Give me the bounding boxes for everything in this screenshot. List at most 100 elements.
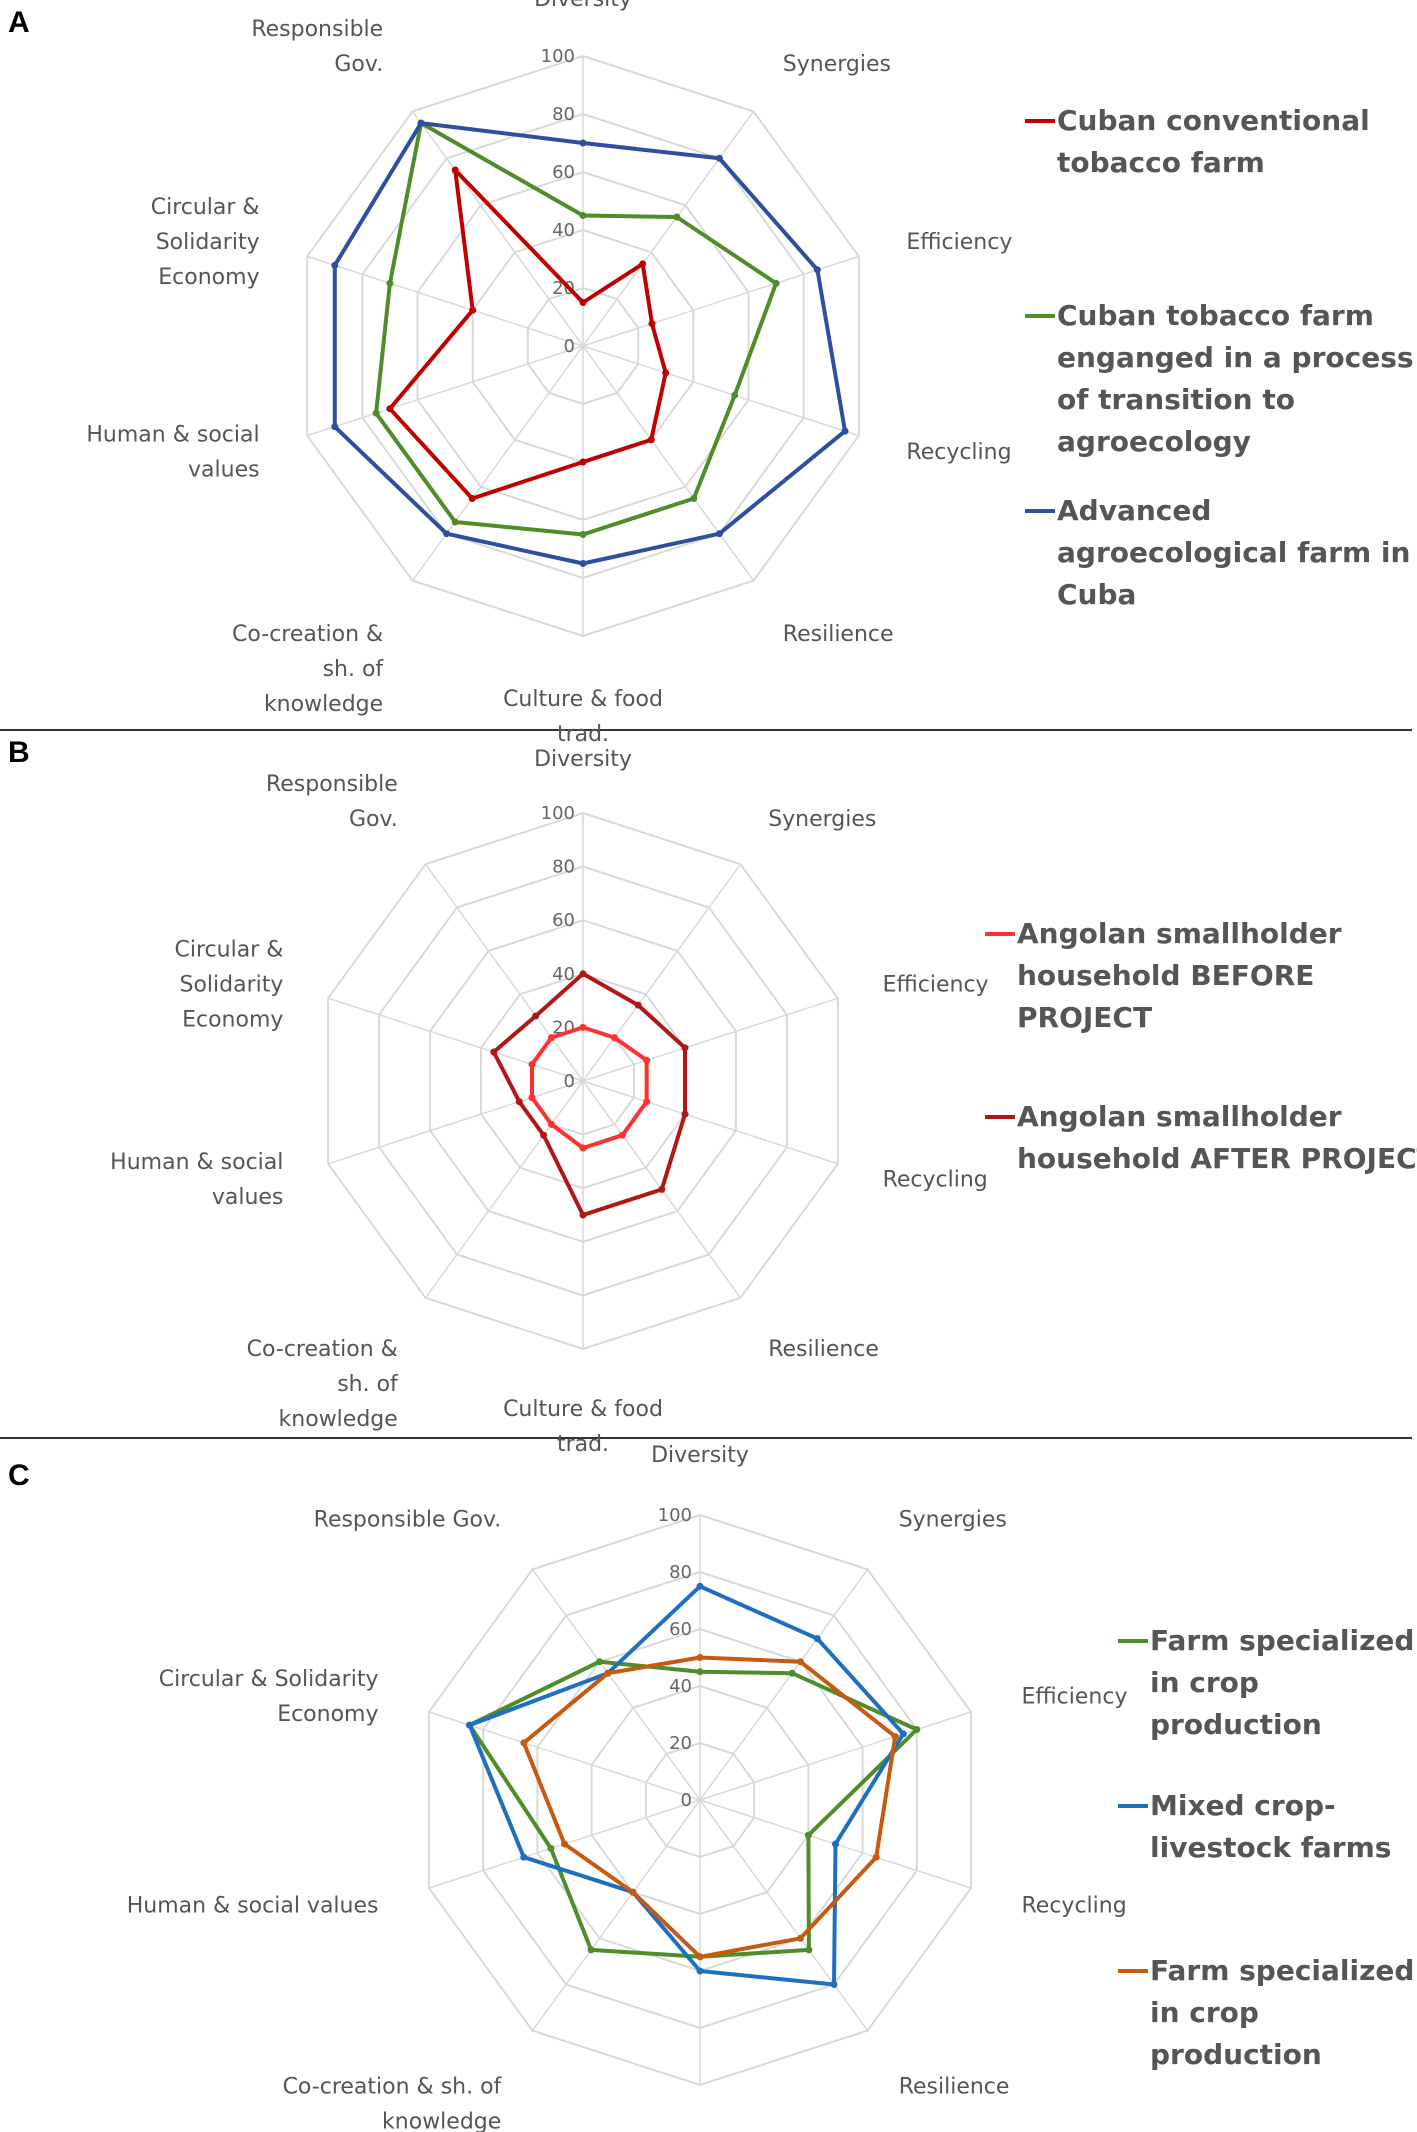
spoke: [582, 1080, 839, 1165]
spoke: [582, 345, 755, 582]
spoke: [306, 345, 584, 437]
data-point: [520, 1739, 528, 1747]
spoke: [424, 1080, 584, 1299]
data-point: [813, 266, 821, 274]
tick-label: 40: [552, 220, 575, 241]
data-point: [797, 1934, 804, 1942]
data-point: [629, 1888, 637, 1896]
data-point: [618, 1131, 626, 1139]
data-point: [673, 213, 681, 221]
axis-label: Efficiency: [906, 230, 1012, 255]
spoke: [699, 1568, 869, 1801]
data-point: [579, 1211, 587, 1219]
tick-label: 80: [552, 104, 575, 125]
legend-entry-1: Farm specialized in crop production: [1150, 1624, 1414, 1741]
axis-label: Resilience: [768, 1337, 879, 1362]
data-point: [386, 279, 394, 287]
legend-entry-3: Advanced agroecological farm in Cuba: [1057, 494, 1410, 611]
data-point: [528, 1060, 536, 1068]
data-point: [579, 1023, 587, 1031]
legend-entry-1: Angolan smallholder household BEFORE PROJE…: [1017, 917, 1342, 1034]
tick-label: 0: [564, 1071, 575, 1092]
axis-label: Responsible Gov.: [266, 772, 398, 832]
data-point: [587, 1946, 595, 1954]
spoke: [582, 863, 742, 1082]
tick-label: 60: [669, 1619, 692, 1640]
axis-label: Co-creation & sh. of knowledge: [283, 2074, 503, 2132]
data-point: [372, 409, 380, 417]
axis-label: Co-creation & sh. of knowledge: [232, 622, 384, 717]
radar-chart-c: 0 20 40 60 80 100 Diversity Synergies Efficiency…: [127, 1443, 1128, 2132]
tick-label: 100: [541, 46, 575, 67]
data-point: [696, 1654, 704, 1661]
data-point: [548, 1120, 555, 1128]
data-point: [579, 212, 587, 219]
spoke: [582, 997, 839, 1082]
data-point: [813, 1635, 821, 1643]
data-point: [891, 1733, 899, 1741]
tick-label: 0: [681, 1790, 692, 1811]
data-point: [604, 1669, 612, 1677]
data-point: [331, 261, 339, 269]
axis-label: Efficiency: [1022, 1685, 1128, 1710]
data-point: [443, 530, 451, 538]
spoke: [428, 1711, 701, 1801]
spoke: [699, 1711, 972, 1801]
series-line-2: [467, 1584, 906, 1987]
data-point: [540, 1131, 548, 1139]
series-line-1: [530, 1025, 649, 1150]
axis-label: Responsible Gov.: [314, 1508, 502, 1533]
data-point: [579, 1144, 587, 1152]
radar-chart-a: 0 20 40 60 80 100 Diversity Synergies Efficiency…: [86, 0, 1012, 747]
legend-b: Angolan smallholder household BEFORE PROJE…: [985, 917, 1417, 1175]
data-point: [731, 391, 739, 399]
legend-entry-1: Cuban conventional tobacco farm: [1057, 104, 1370, 179]
tick-label: 100: [658, 1505, 692, 1526]
axis-label: Recycling: [883, 1167, 988, 1192]
data-point: [913, 1726, 921, 1733]
tick-label: 20: [552, 278, 575, 299]
legend-entry-2: Cuban tobacco farm enganged in a process o…: [1057, 299, 1414, 458]
data-point: [331, 423, 339, 431]
tick-label: 100: [541, 803, 575, 824]
axis-label: Circular & Solidarity Economy: [151, 195, 260, 290]
data-point: [681, 1110, 689, 1118]
data-point: [696, 1582, 704, 1590]
data-point: [872, 1853, 880, 1861]
data-point: [579, 458, 587, 466]
spoke: [411, 110, 584, 347]
axis-label: Culture & food trad.: [503, 687, 663, 747]
panel-letter-a: A: [8, 6, 30, 39]
spoke: [531, 1568, 701, 1801]
data-point: [805, 1946, 813, 1954]
data-point: [788, 1669, 796, 1677]
data-point: [658, 1185, 666, 1193]
data-point: [830, 1981, 838, 1988]
data-point: [715, 154, 723, 162]
axis-label: Recycling: [1022, 1893, 1127, 1918]
data-point: [648, 320, 656, 328]
data-point: [579, 970, 587, 978]
spoke: [582, 255, 860, 347]
tick-label: 40: [669, 1676, 692, 1697]
data-point: [643, 1056, 651, 1064]
tick-label: 80: [552, 857, 575, 878]
tick-label: 60: [552, 910, 575, 931]
axis-label: Synergies: [783, 52, 891, 77]
axis-label: Human & social values: [110, 1150, 283, 1210]
axis-label: Synergies: [899, 1508, 1007, 1533]
spoke: [411, 345, 584, 582]
data-point: [611, 1034, 618, 1042]
data-point: [647, 436, 655, 444]
data-point: [696, 1668, 704, 1676]
axis-label: Synergies: [768, 807, 876, 832]
data-point: [579, 299, 587, 306]
axis-label: Circular & Solidarity Economy: [159, 1667, 379, 1727]
data-point: [490, 1048, 498, 1056]
data-point: [899, 1730, 907, 1738]
axis-label: Circular & Solidarity Economy: [175, 938, 284, 1033]
data-point: [547, 1844, 555, 1852]
tick-label: 20: [669, 1733, 692, 1754]
data-point: [515, 1098, 523, 1106]
legend-entry-2: Mixed crop-livestock farms: [1150, 1789, 1391, 1864]
